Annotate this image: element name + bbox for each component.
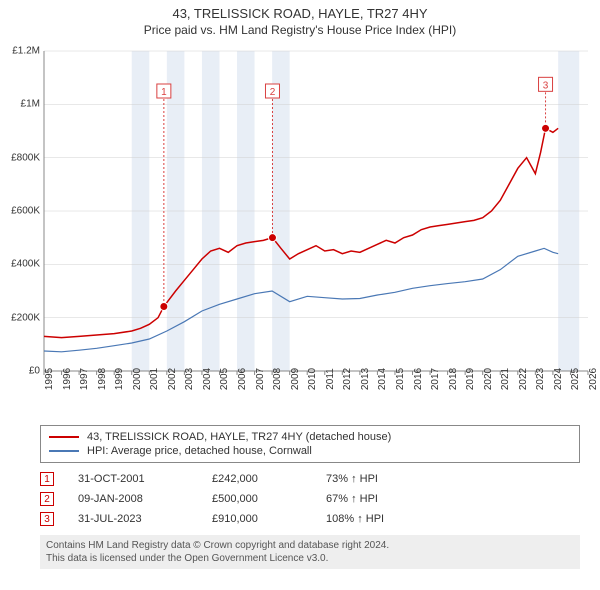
x-axis-tick: 2012 [342,368,353,390]
x-axis-tick: 1998 [97,368,108,390]
transaction-hpi-delta: 67% ↑ HPI [326,493,378,505]
legend-item: 43, TRELISSICK ROAD, HAYLE, TR27 4HY (de… [49,430,571,444]
svg-text:1: 1 [161,87,167,98]
y-axis-tick: £1M [21,99,40,110]
transaction-marker: 1 [40,472,54,486]
transaction-date: 31-OCT-2001 [78,473,188,485]
x-axis-tick: 2005 [219,368,230,390]
x-axis-tick: 2006 [237,368,248,390]
chart-subtitle: Price paid vs. HM Land Registry's House … [0,21,600,41]
x-axis-tick: 2023 [535,368,546,390]
legend-label: 43, TRELISSICK ROAD, HAYLE, TR27 4HY (de… [87,431,391,443]
x-axis-tick: 1997 [79,368,90,390]
transaction-marker: 3 [40,512,54,526]
transactions-table: 1 31-OCT-2001 £242,000 73% ↑ HPI 2 09-JAN-200… [40,469,580,529]
x-axis-tick: 2026 [588,368,599,390]
x-axis-tick: 2001 [149,368,160,390]
x-axis-tick: 2021 [500,368,511,390]
x-axis-tick: 2018 [448,368,459,390]
x-axis-tick: 2014 [377,368,388,390]
legend-item: HPI: Average price, detached house, Corn… [49,444,571,458]
transaction-row: 2 09-JAN-2008 £500,000 67% ↑ HPI [40,489,580,509]
y-axis-tick: £200K [11,312,40,323]
chart-container: 123 £0£200K£400K£600K£800K£1M£1.2M 19951… [0,41,600,421]
legend-swatch [49,436,79,438]
x-axis-tick: 2007 [255,368,266,390]
price-chart: 1 2 3 [0,41,600,421]
transaction-date: 09-JAN-2008 [78,493,188,505]
transaction-price: £910,000 [212,513,302,525]
x-axis-tick: 2022 [518,368,529,390]
transaction-row: 1 31-OCT-2001 £242,000 73% ↑ HPI [40,469,580,489]
legend-swatch [49,450,79,452]
x-axis-tick: 2000 [132,368,143,390]
chart-legend: 43, TRELISSICK ROAD, HAYLE, TR27 4HY (de… [40,425,580,463]
x-axis-tick: 2011 [325,368,336,390]
legend-label: HPI: Average price, detached house, Corn… [87,445,312,457]
x-axis-tick: 2008 [272,368,283,390]
transaction-price: £500,000 [212,493,302,505]
x-axis-tick: 2015 [395,368,406,390]
y-axis-tick: £0 [29,366,40,377]
y-axis-tick: £400K [11,259,40,270]
transaction-hpi-delta: 108% ↑ HPI [326,513,384,525]
x-axis-tick: 1995 [44,368,55,390]
transaction-date: 31-JUL-2023 [78,513,188,525]
attribution-footer: Contains HM Land Registry data © Crown c… [40,535,580,569]
transaction-price: £242,000 [212,473,302,485]
svg-text:3: 3 [543,80,549,91]
chart-title-address: 43, TRELISSICK ROAD, HAYLE, TR27 4HY [0,0,600,21]
x-axis-tick: 1999 [114,368,125,390]
y-axis-tick: £800K [11,152,40,163]
transaction-hpi-delta: 73% ↑ HPI [326,473,378,485]
footer-line1: Contains HM Land Registry data © Crown c… [46,539,574,552]
x-axis-tick: 2003 [184,368,195,390]
y-axis-tick: £1.2M [12,46,40,57]
svg-text:2: 2 [270,87,276,98]
x-axis-tick: 2025 [570,368,581,390]
y-axis-tick: £600K [11,206,40,217]
transaction-row: 3 31-JUL-2023 £910,000 108% ↑ HPI [40,509,580,529]
x-axis-tick: 2017 [430,368,441,390]
footer-line2: This data is licensed under the Open Gov… [46,552,574,565]
transaction-marker: 2 [40,492,54,506]
x-axis-tick: 2010 [307,368,318,390]
x-axis-tick: 2016 [413,368,424,390]
x-axis-tick: 2013 [360,368,371,390]
x-axis-tick: 2009 [290,368,301,390]
x-axis-tick: 2019 [465,368,476,390]
x-axis-tick: 2004 [202,368,213,390]
x-axis-tick: 2002 [167,368,178,390]
x-axis-tick: 2020 [483,368,494,390]
x-axis-tick: 1996 [62,368,73,390]
x-axis-tick: 2024 [553,368,564,390]
